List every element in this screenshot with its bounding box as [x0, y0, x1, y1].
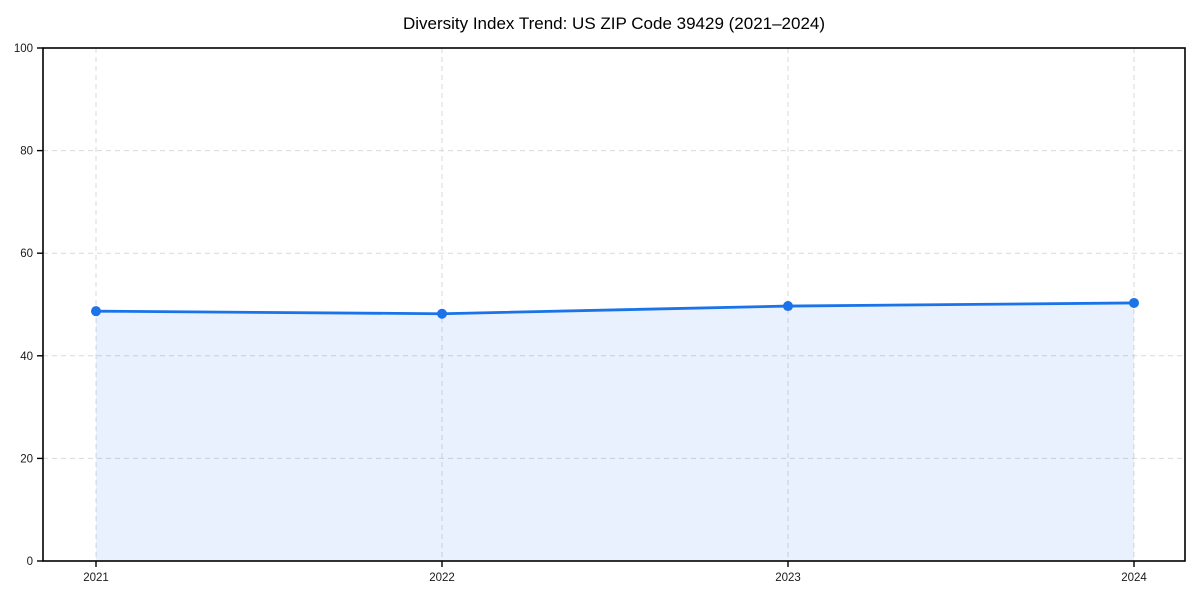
- chart-title: Diversity Index Trend: US ZIP Code 39429…: [403, 14, 825, 33]
- y-tick-label: 20: [20, 453, 33, 465]
- x-tick-label: 2023: [775, 572, 801, 584]
- axes-layer: [37, 47, 1186, 567]
- y-tick-label: 40: [20, 351, 33, 363]
- x-tick-label: 2021: [83, 572, 109, 584]
- plot-frame: [42, 47, 1186, 562]
- y-tick-label: 60: [20, 248, 33, 260]
- area-fill-layer: [96, 302, 1134, 561]
- data-point: [783, 301, 793, 312]
- trend-line: [94, 301, 1136, 316]
- data-points-layer: [91, 297, 1139, 319]
- x-tick-label: 2022: [429, 572, 455, 584]
- trend-line-layer: [94, 301, 1136, 316]
- y-tick-label: 100: [14, 43, 33, 55]
- tick-labels-layer: 0 20 40 60 80 100 2021 2022 2023 2024: [14, 43, 1148, 584]
- x-tick-label: 2024: [1121, 572, 1147, 584]
- data-point: [91, 306, 101, 317]
- y-tick-label: 80: [20, 146, 33, 158]
- data-point: [1129, 297, 1139, 308]
- area-fill: [96, 302, 1134, 561]
- y-tick-label: 0: [27, 556, 33, 568]
- data-point: [437, 308, 447, 319]
